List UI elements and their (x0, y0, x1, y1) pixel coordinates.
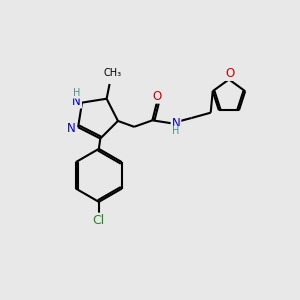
Text: Cl: Cl (93, 214, 105, 226)
Text: N: N (72, 94, 81, 108)
Text: O: O (152, 90, 161, 103)
Text: H: H (172, 126, 180, 136)
Text: O: O (226, 67, 235, 80)
Text: H: H (73, 88, 80, 98)
Text: CH₃: CH₃ (103, 68, 122, 77)
Text: N: N (172, 117, 180, 130)
Text: N: N (67, 122, 76, 135)
